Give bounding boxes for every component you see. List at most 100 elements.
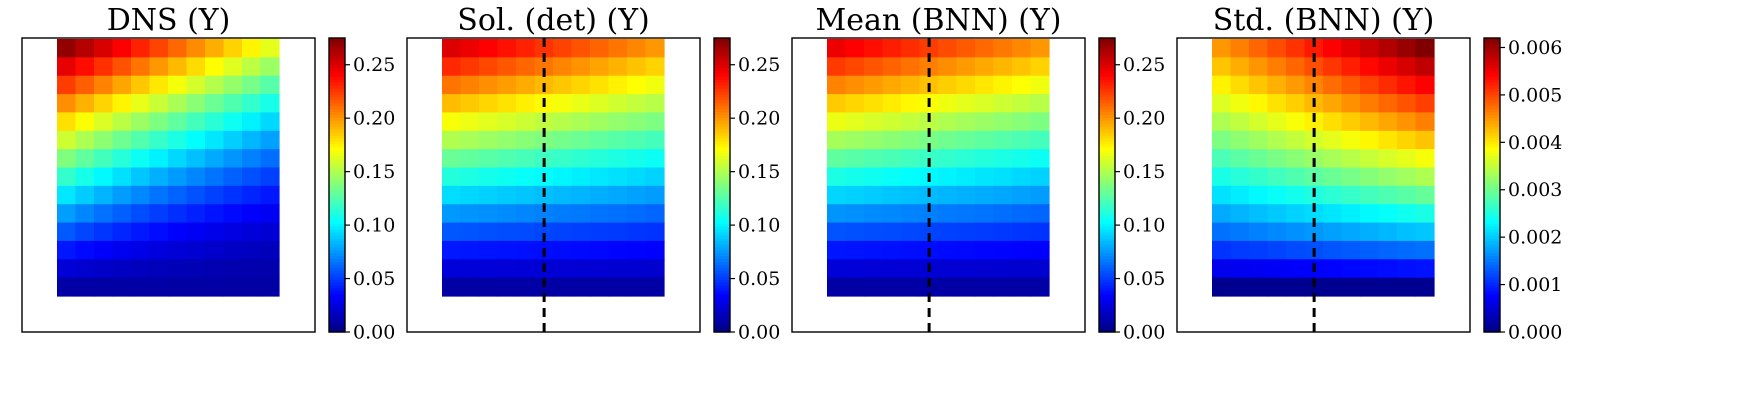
heatmap-cell [205,185,225,205]
colorbar-segment [1099,70,1115,74]
colorbar-segment [714,317,730,321]
colorbar-segment [1484,267,1500,271]
heatmap-cell [975,39,995,58]
panel-3: Mean (BNN) (Y) 0.00 0.05 0.10 0.15 0.20 0.25 [791,3,1165,344]
heatmap-cell [223,39,243,58]
colorbar-segment [1484,132,1500,136]
colorbar-segment [1484,240,1500,245]
colorbar-segment [714,270,730,274]
heatmap-cell [57,277,77,297]
heatmap-cell [1012,222,1032,242]
colorbar-segment [1099,87,1115,92]
heatmap-cell [460,259,480,279]
heatmap-cell [1415,57,1435,77]
colorbar-segment [714,164,730,168]
colorbar-segment [714,296,730,301]
heatmap-cell [571,222,591,242]
heatmap-cell [882,277,902,297]
colorbar-segment [329,164,345,168]
colorbar-segment [714,276,730,280]
colorbar-segment [329,299,345,304]
heatmap-cell [479,277,499,297]
colorbar-segment [329,185,345,189]
heatmap-cell [1415,167,1435,187]
heatmap-cell [608,240,628,260]
heatmap-cell [242,204,262,224]
heatmap-cell [149,75,169,95]
colorbar-segment [329,61,345,66]
colorbar-segment [329,46,345,51]
heatmap-cell [94,167,114,187]
heatmap-cell [882,204,902,224]
colorbar-tick-label: 0.05 [738,268,780,290]
colorbar-tick-label: 0.05 [353,268,395,290]
colorbar-segment [1099,111,1115,116]
colorbar-segment [714,208,730,213]
heatmap-cell [1415,204,1435,224]
colorbar-segment [1484,187,1500,192]
heatmap-cell [864,204,884,224]
heatmap-cell [864,277,884,297]
colorbar-segment [329,73,345,77]
colorbar-segment [329,273,345,277]
heatmap-cell [1378,204,1398,224]
heatmap-cell [864,149,884,169]
colorbar-tick-label: 0.000 [1508,322,1562,344]
heatmap-cell [112,222,132,242]
colorbar-segment [1099,243,1115,248]
colorbar-segment [1484,305,1500,310]
colorbar-segment [329,229,345,233]
colorbar-segment [329,264,345,268]
heatmap-cell [827,130,847,150]
heatmap-cell [882,57,902,77]
colorbar-tick-label: 0.25 [353,54,395,76]
heatmap-cell [168,222,188,242]
heatmap-cell [1030,204,1050,224]
colorbar-segment [1484,317,1500,321]
colorbar-segment [714,161,730,166]
colorbar-segment [714,126,730,130]
heatmap-cell [57,39,77,58]
heatmap-cell [75,277,95,297]
heatmap-cell [1030,277,1050,297]
colorbar-segment [329,67,345,71]
heatmap-cell [975,57,995,77]
colorbar-segment [329,270,345,274]
heatmap-cell [516,75,536,95]
heatmap-cell [975,277,995,297]
heatmap-cell [460,75,480,95]
colorbar-segment [1484,173,1500,177]
heatmap-cell [168,57,188,77]
heatmap-cell [882,259,902,279]
heatmap-cell [1030,94,1050,114]
colorbar-segment [329,234,345,239]
colorbar-segment [1484,152,1500,157]
heatmap-cell [627,94,647,114]
heatmap-cell [1323,149,1343,169]
heatmap-cell [956,167,976,187]
heatmap-cell [1249,222,1269,242]
heatmap-cell [1415,130,1435,150]
colorbar-segment [1484,167,1500,171]
colorbar-segment [329,158,345,163]
heatmap-cell [571,94,591,114]
colorbar-segment [1099,302,1115,307]
heatmap-cell [845,94,865,114]
heatmap-cell [223,277,243,297]
colorbar-segment [1484,49,1500,54]
colorbar-segment [1484,276,1500,280]
colorbar-segment [1484,261,1500,265]
heatmap-cell [57,259,77,279]
colorbar-segment [329,296,345,301]
colorbar-segment [329,214,345,218]
heatmap-cell [168,75,188,95]
colorbar-segment [329,179,345,183]
heatmap-cell [94,259,114,279]
colorbar-segment [714,193,730,198]
colorbar-segment [329,102,345,107]
colorbar-segment [1099,234,1115,239]
colorbar-segment [1099,146,1115,151]
heatmap-cell [1012,185,1032,205]
colorbar-segment [1099,67,1115,71]
heatmap-cell [1341,222,1361,242]
